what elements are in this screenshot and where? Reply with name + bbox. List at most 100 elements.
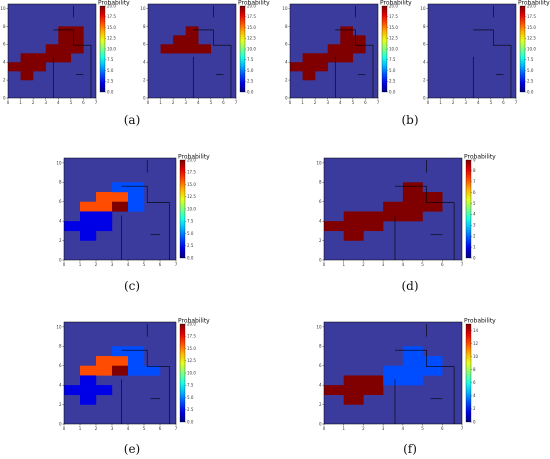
heatmap-cell bbox=[343, 394, 364, 405]
colorbar-tick-label: 20.0 bbox=[187, 321, 196, 326]
heatmap-cell bbox=[128, 201, 145, 212]
x-tick-label: 7 bbox=[175, 262, 178, 267]
heatmap-cell bbox=[70, 26, 84, 36]
heatmap-cell bbox=[33, 62, 46, 72]
colorbar-tick-label: 17.5 bbox=[247, 14, 256, 19]
heatmap-cell bbox=[173, 35, 186, 45]
heatmap-cell bbox=[20, 62, 34, 72]
heatmap-cell bbox=[343, 375, 364, 386]
y-tick-label: 2 bbox=[319, 238, 322, 243]
y-tick-label: 4 bbox=[423, 60, 426, 65]
y-tick-label: 0 bbox=[59, 421, 62, 426]
wall-line bbox=[335, 29, 374, 98]
colorbar-tick-label: 6 bbox=[473, 380, 476, 385]
y-tick-label: 0 bbox=[423, 95, 426, 100]
colorbar-tick-label: 7.5 bbox=[187, 219, 194, 224]
y-tick-label: 4 bbox=[143, 60, 146, 65]
colorbar-tick-label: 10 bbox=[473, 354, 479, 359]
colorbar-tick-label: 4 bbox=[473, 393, 476, 398]
y-tick-label: 0 bbox=[285, 95, 288, 100]
x-tick-label: 4 bbox=[402, 426, 405, 431]
colorbar: Probability 0 1 2 3 4 5 6 7 8 9 bbox=[464, 154, 496, 261]
heatmap-cell bbox=[112, 201, 129, 212]
x-tick-label: 5 bbox=[421, 426, 424, 431]
x-tick-label: 0 bbox=[7, 100, 10, 105]
heatmap-cell bbox=[343, 385, 364, 396]
panel-2: 0 1 2 3 4 5 6 7 0 2 4 6 8 10 Probability 0.0 2.5 5.0 7.5 10… bbox=[56, 154, 210, 294]
heatmap-2-0: 0 1 2 3 4 5 6 7 0 2 4 6 8 10 Probability 0.0 2.5 5.0 7.5 10… bbox=[56, 154, 210, 268]
y-tick-label: 6 bbox=[143, 42, 146, 47]
heatmap-cell bbox=[383, 211, 404, 222]
colorbar-title: Probability bbox=[238, 0, 270, 7]
heatmap-cell bbox=[45, 53, 59, 63]
panel-caption: (d) bbox=[401, 279, 418, 293]
heatmap-cell bbox=[422, 365, 443, 376]
x-tick-label: 6 bbox=[159, 426, 162, 431]
colorbar-tick-label: 12.5 bbox=[527, 36, 536, 41]
x-tick-label: 4 bbox=[127, 262, 130, 267]
colorbar-tick-label: 17.5 bbox=[107, 14, 116, 19]
colorbar-tick-label: 15.0 bbox=[527, 25, 536, 30]
heatmap-cell bbox=[80, 221, 97, 232]
colorbar-tick-label: 5.0 bbox=[107, 68, 114, 73]
x-tick-label: 4 bbox=[127, 426, 130, 431]
plot-frame bbox=[323, 321, 463, 425]
colorbar-tick-label: 3 bbox=[473, 223, 476, 228]
x-tick-label: 1 bbox=[19, 100, 22, 105]
heatmap-cell bbox=[315, 53, 328, 63]
heatmap-0-1: 0 1 2 3 4 5 6 7 0 2 4 6 8 10 Probability 0.0 2.5 5.0 7.5 10… bbox=[140, 0, 270, 105]
heatmap-cell bbox=[70, 35, 84, 45]
heatmap-cell bbox=[128, 346, 145, 357]
heatmap-cell bbox=[340, 35, 354, 45]
x-tick-label: 4 bbox=[339, 100, 342, 105]
colorbar-title: Probability bbox=[380, 0, 412, 7]
panel-3: 0 1 2 3 4 5 6 7 0 2 4 6 8 10 Probability 0 1 2 3 4 5 6 7 8 9 (d) bbox=[316, 154, 496, 294]
colorbar-tick-label: 5.0 bbox=[187, 231, 194, 236]
x-tick-label: 5 bbox=[210, 100, 213, 105]
colorbar-tick-label: 5.0 bbox=[527, 68, 534, 73]
colorbar-tick-label: 2.5 bbox=[527, 79, 534, 84]
x-tick-label: 7 bbox=[175, 426, 178, 431]
x-tick-label: 3 bbox=[382, 426, 385, 431]
x-tick-label: 4 bbox=[57, 100, 60, 105]
x-tick-label: 2 bbox=[95, 262, 98, 267]
colorbar-gradient bbox=[381, 5, 388, 93]
panel-caption: (a) bbox=[124, 113, 141, 127]
heatmap-cell bbox=[402, 346, 423, 357]
colorbar-tick-label: 15.0 bbox=[247, 25, 256, 30]
y-tick-label: 10 bbox=[0, 6, 6, 11]
heatmap-cell bbox=[80, 394, 97, 405]
panel-caption: (e) bbox=[124, 442, 140, 456]
x-tick-label: 6 bbox=[441, 426, 444, 431]
y-tick-label: 10 bbox=[282, 6, 288, 11]
colorbar-gradient bbox=[179, 159, 186, 259]
heatmap-cell bbox=[343, 211, 364, 222]
x-tick-label: 1 bbox=[159, 100, 162, 105]
heatmap-cell bbox=[352, 44, 366, 54]
colorbar-tick-label: 17.5 bbox=[187, 334, 196, 339]
colorbar-tick-label: 5.0 bbox=[247, 68, 254, 73]
plot-frame bbox=[7, 3, 97, 99]
x-tick-label: 7 bbox=[461, 262, 464, 267]
heatmap-cell bbox=[422, 356, 443, 366]
x-tick-label: 7 bbox=[461, 426, 464, 431]
heatmap-cell bbox=[58, 44, 72, 54]
x-tick-label: 3 bbox=[184, 100, 187, 105]
colorbar-tick-label: 17.5 bbox=[187, 170, 196, 175]
colorbar-tick-label: 12.5 bbox=[187, 358, 196, 363]
heatmap-cell bbox=[112, 192, 129, 202]
colorbar-tick-label: 0 bbox=[473, 255, 476, 260]
x-tick-label: 0 bbox=[427, 100, 430, 105]
heatmap-cell bbox=[302, 62, 316, 72]
heatmap-cell bbox=[20, 53, 34, 63]
colorbar: Probability 0.0 2.5 5.0 7.5 10.0 12.5 15.0 17.5 2… bbox=[178, 318, 210, 425]
y-tick-label: 2 bbox=[59, 402, 62, 407]
heatmap-cell bbox=[112, 365, 129, 376]
y-tick-label: 2 bbox=[143, 77, 146, 82]
x-tick-label: 0 bbox=[63, 426, 66, 431]
colorbar-tick-label: 12.5 bbox=[247, 36, 256, 41]
x-tick-label: 1 bbox=[79, 262, 82, 267]
heatmap-cell bbox=[20, 71, 34, 81]
heatmap-cell bbox=[128, 365, 145, 376]
